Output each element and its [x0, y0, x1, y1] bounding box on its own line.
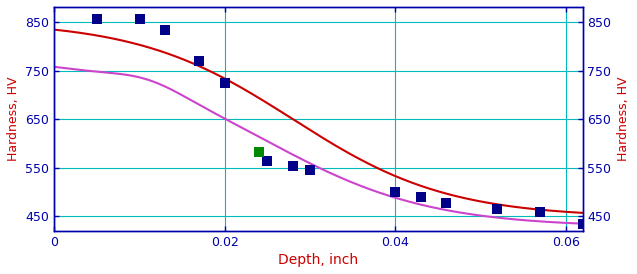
Y-axis label: Hardness, HV: Hardness, HV [617, 77, 630, 161]
Point [390, 190, 400, 195]
Y-axis label: Hardness, HV: Hardness, HV [7, 77, 20, 161]
Point [194, 59, 204, 64]
Point [254, 150, 264, 154]
Point [92, 16, 102, 21]
Point [220, 81, 230, 85]
Point [134, 17, 145, 21]
Point [160, 28, 170, 32]
Point [305, 168, 315, 173]
X-axis label: Depth, inch: Depth, inch [278, 253, 359, 267]
Point [535, 209, 545, 214]
Point [262, 158, 273, 163]
Point [492, 207, 503, 212]
Point [416, 195, 426, 199]
Point [441, 201, 452, 205]
Point [578, 222, 588, 226]
Point [288, 163, 298, 168]
